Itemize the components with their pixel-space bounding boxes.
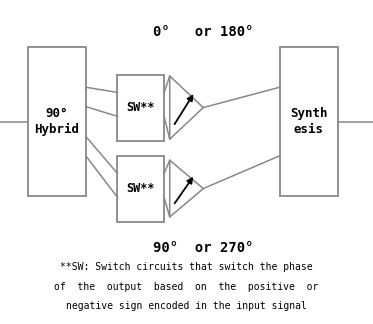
Text: Synth
esis: Synth esis (290, 107, 327, 136)
Bar (117, 156, 164, 222)
Text: SW**: SW** (126, 101, 155, 114)
Text: 90°  or 270°: 90° or 270° (153, 241, 254, 255)
Bar (280, 47, 338, 196)
Text: 0°   or 180°: 0° or 180° (153, 25, 254, 40)
Text: of  the  output  based  on  the  positive  or: of the output based on the positive or (54, 282, 319, 292)
Text: **SW: Switch circuits that switch the phase: **SW: Switch circuits that switch the ph… (60, 262, 313, 272)
Bar (28, 47, 86, 196)
Bar (117, 75, 164, 141)
Text: negative sign encoded in the input signal: negative sign encoded in the input signa… (66, 301, 307, 311)
Text: 90°
Hybrid: 90° Hybrid (34, 107, 79, 136)
Text: SW**: SW** (126, 182, 155, 195)
